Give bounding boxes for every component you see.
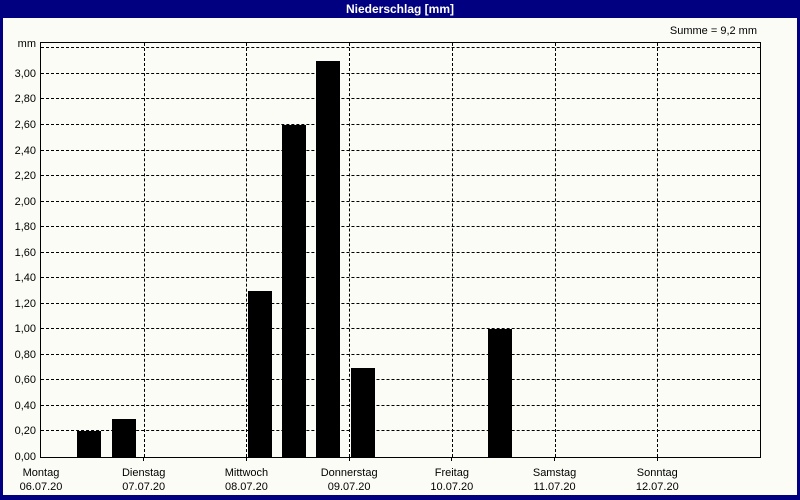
h-gridline xyxy=(41,302,760,304)
v-gridline xyxy=(657,43,659,457)
x-axis-day-label: Dienstag xyxy=(121,467,166,479)
day-boundary-tick xyxy=(554,457,556,461)
h-gridline xyxy=(41,353,760,355)
h-gridline xyxy=(41,149,760,151)
x-axis-day-label: Sonntag xyxy=(636,467,678,479)
h-gridline xyxy=(41,430,760,432)
y-tick-label: 2,00 xyxy=(14,195,36,208)
x-axis-day-label: Donnerstag xyxy=(320,467,378,479)
y-tick-label: 2,20 xyxy=(14,170,36,183)
h-gridline xyxy=(41,277,760,279)
h-gridline xyxy=(41,72,760,74)
precipitation-bar xyxy=(487,329,512,457)
x-axis-date-label: 09.07.20 xyxy=(327,481,371,493)
h-gridline xyxy=(41,328,760,330)
x-axis-day-label: Montag xyxy=(22,467,60,479)
y-tick-label: 1,80 xyxy=(14,221,36,234)
x-axis-date-label: 10.07.20 xyxy=(430,481,474,493)
x-axis-day-label: Freitag xyxy=(434,467,469,479)
h-gridline xyxy=(41,47,760,49)
x-axis-day-label: Mittwoch xyxy=(224,467,269,479)
v-gridline xyxy=(554,43,556,457)
day-boundary-tick xyxy=(451,457,453,461)
h-gridline xyxy=(41,175,760,177)
y-tick-label: 0,80 xyxy=(14,348,36,361)
y-tick-label: 0,00 xyxy=(14,451,36,463)
precipitation-bar xyxy=(282,124,307,457)
y-tick-label: 1,20 xyxy=(14,297,36,310)
x-axis-date-label: 11.07.20 xyxy=(533,481,576,493)
sum-label: Summe = 9,2 mm xyxy=(669,25,757,37)
y-tick-label: 1,60 xyxy=(14,246,36,259)
h-gridline xyxy=(41,251,760,253)
y-tick-label: 1,40 xyxy=(14,272,36,285)
x-axis-day-label: Samstag xyxy=(532,467,577,479)
h-gridline xyxy=(41,226,760,228)
x-axis-date-label: 12.07.20 xyxy=(635,481,679,493)
precipitation-bar xyxy=(351,367,376,457)
y-tick-label: 0,20 xyxy=(14,425,36,438)
y-tick-label: 0,60 xyxy=(14,374,36,387)
day-boundary-tick xyxy=(245,457,247,461)
precipitation-bar xyxy=(248,291,273,457)
y-tick-label: 2,60 xyxy=(14,118,36,131)
x-axis-date-label: 07.07.20 xyxy=(122,481,166,493)
day-boundary-tick xyxy=(656,457,658,461)
precipitation-bar xyxy=(76,431,101,457)
y-tick-label: 2,40 xyxy=(14,144,36,157)
y-axis-unit-label: mm xyxy=(17,38,36,50)
precipitation-bar xyxy=(316,61,341,457)
v-gridline xyxy=(451,43,453,457)
v-gridline xyxy=(349,43,351,457)
window-titlebar: Niederschlag [mm] xyxy=(0,0,800,18)
x-axis-date-label: 08.07.20 xyxy=(225,481,268,493)
x-axis-date-label: 06.07.20 xyxy=(19,481,63,493)
v-gridline xyxy=(143,43,145,457)
h-gridline xyxy=(41,379,760,381)
h-gridline xyxy=(41,200,760,202)
h-gridline xyxy=(41,123,760,125)
day-boundary-tick xyxy=(143,457,145,461)
day-boundary-tick xyxy=(348,457,350,461)
y-tick-label: 1,00 xyxy=(14,323,36,336)
v-gridline xyxy=(246,43,248,457)
y-tick-label: 2,80 xyxy=(14,93,36,106)
precipitation-bar xyxy=(111,418,136,457)
y-tick-label: 3,00 xyxy=(14,67,36,80)
h-gridline xyxy=(41,98,760,100)
chart-content: Summe = 9,2 mm mm 0,00 0,20 0,40 0,60 0,80 1,… xyxy=(3,18,797,495)
h-gridline xyxy=(41,404,760,406)
y-tick-label: 0,40 xyxy=(14,399,36,412)
plot-area: mm 0,00 0,20 0,40 0,60 0,80 1,00 1,20 1,40 1,60 1… xyxy=(15,38,761,493)
window-title: Niederschlag [mm] xyxy=(345,2,455,16)
